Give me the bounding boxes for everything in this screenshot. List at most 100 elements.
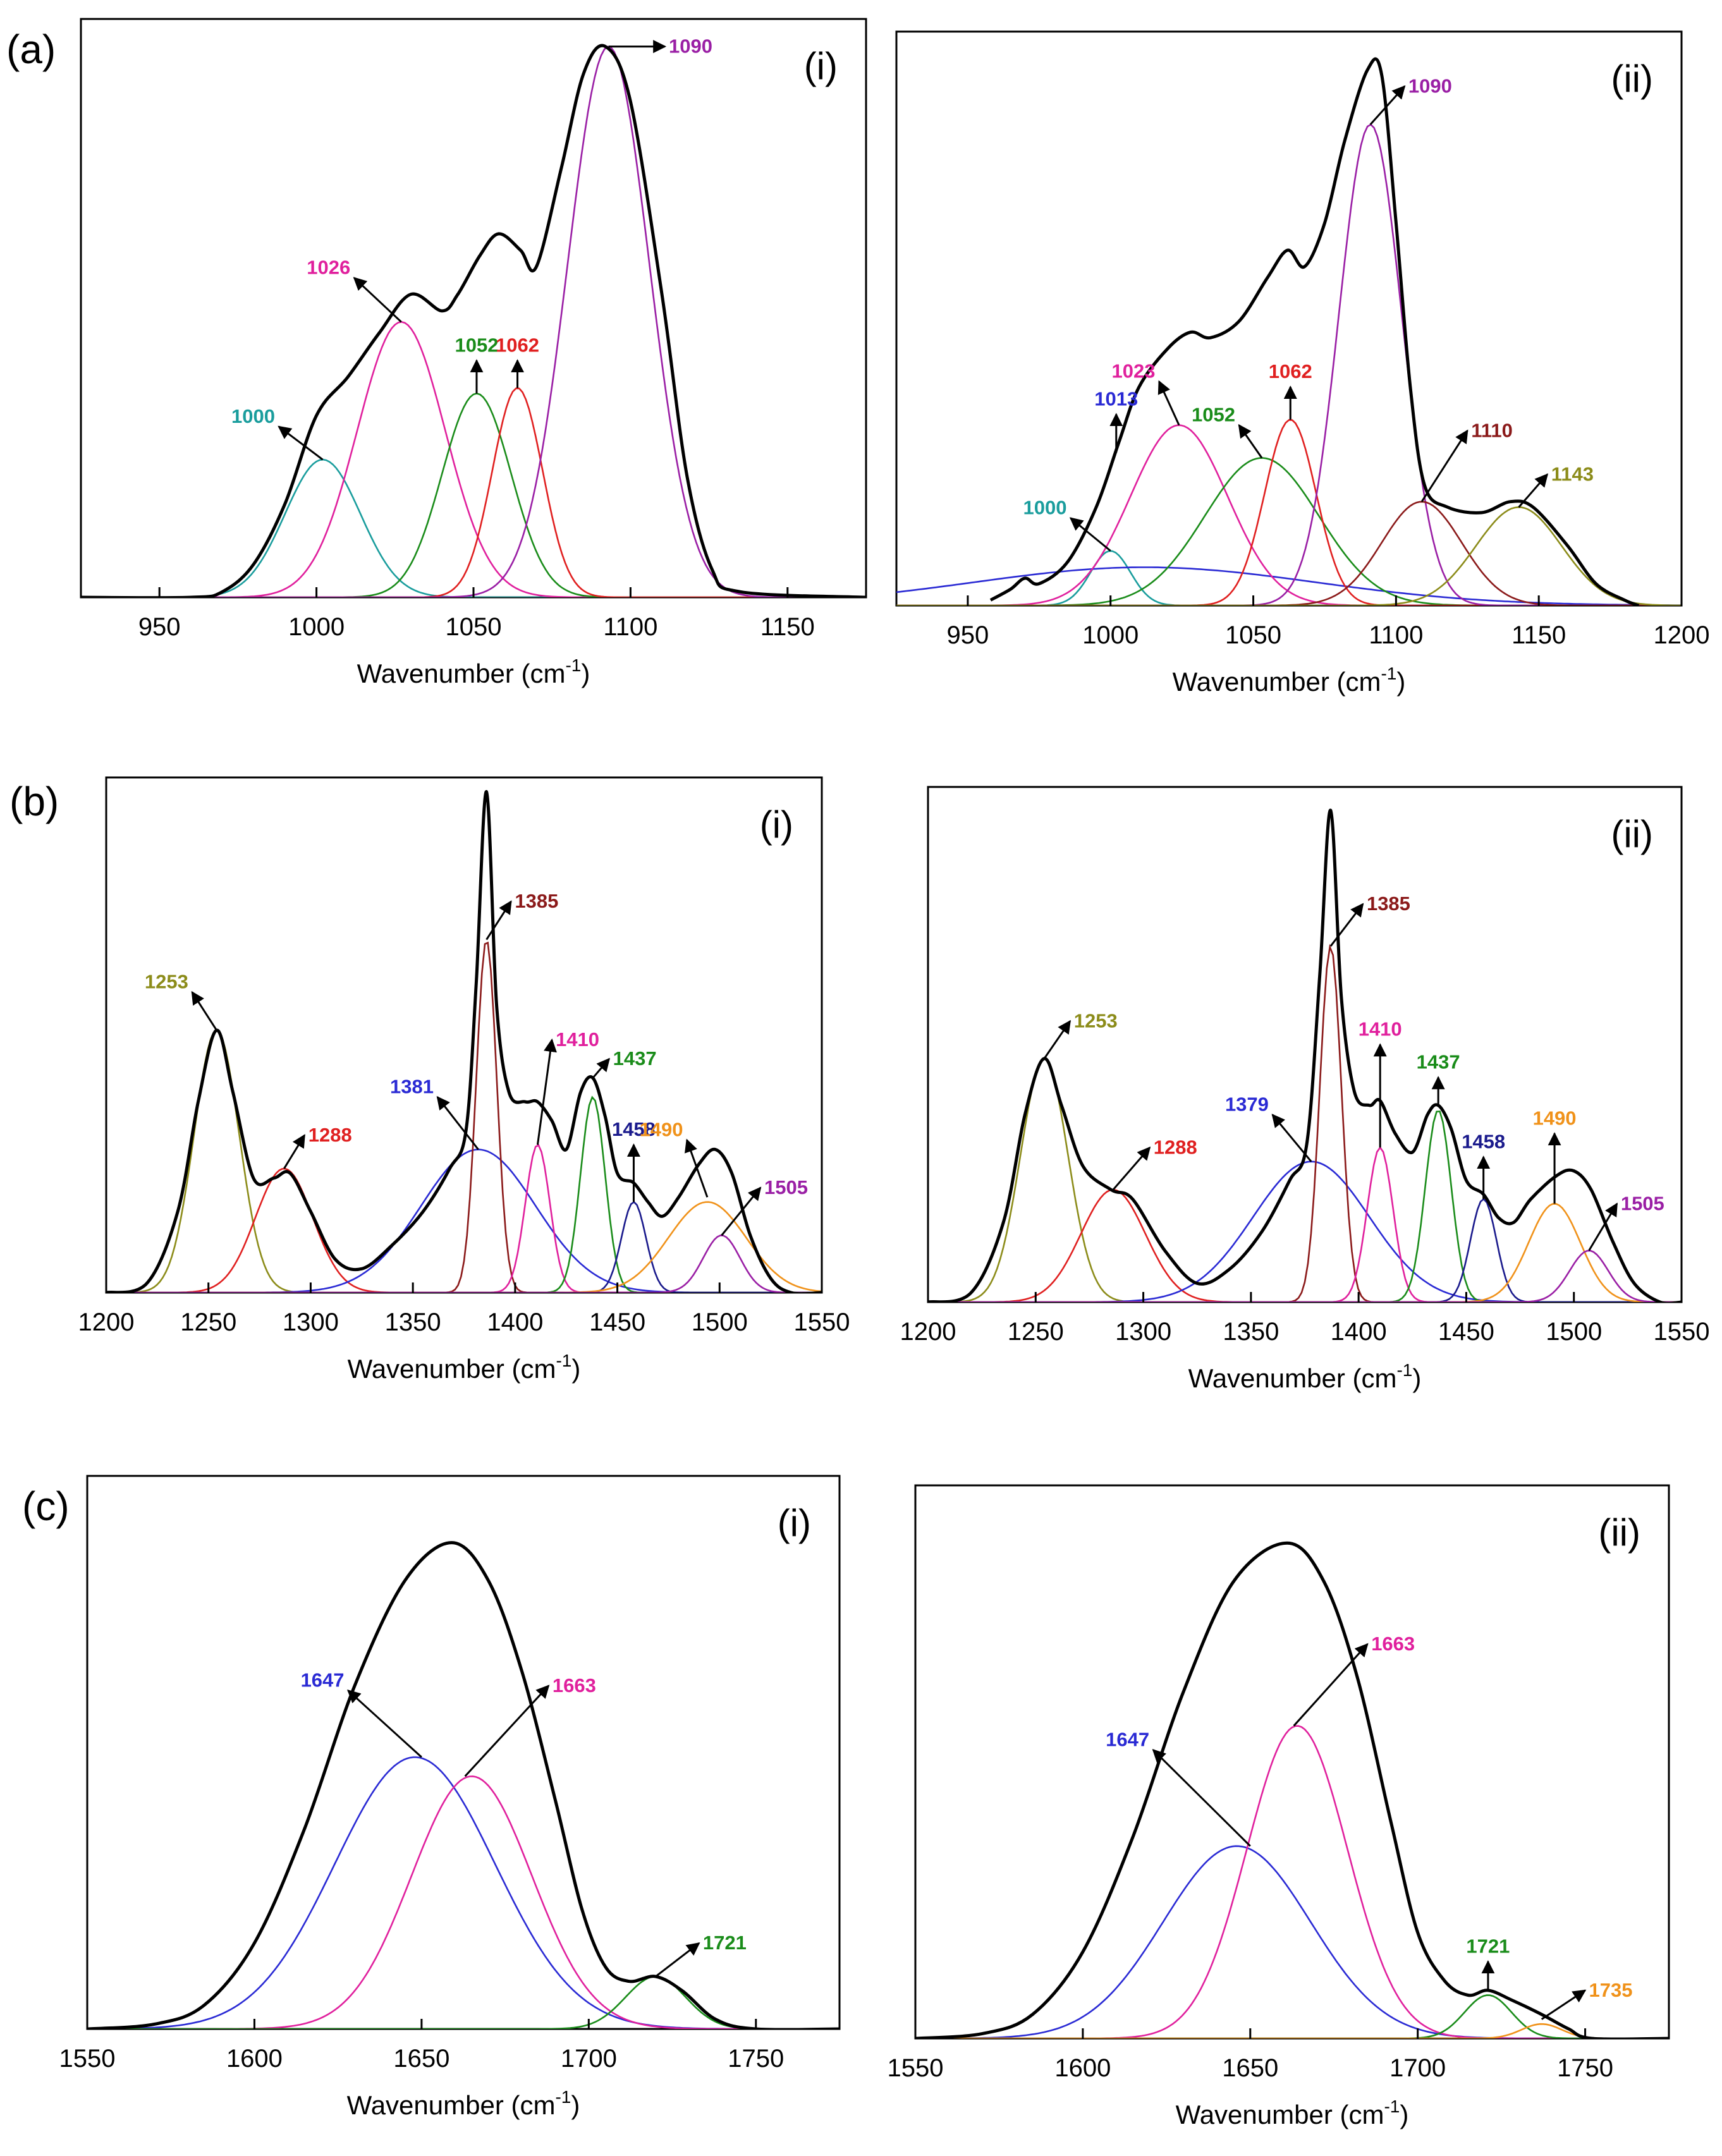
annotation-arrow xyxy=(655,1942,700,1978)
x-tick-label: 1150 xyxy=(760,613,815,641)
envelope-curve xyxy=(915,1541,1669,2038)
peak-label: 1288 xyxy=(1154,1136,1197,1159)
annotation-arrow xyxy=(464,1684,550,1777)
x-tick-label: 1650 xyxy=(1222,2054,1278,2082)
panel-tag: (ii) xyxy=(1611,58,1653,100)
x-axis-label-close: ) xyxy=(1396,667,1405,697)
component-peak-1490 xyxy=(106,1201,822,1293)
x-axis-label-text: Wavenumber (cm xyxy=(1188,1363,1397,1393)
peak-label: 1410 xyxy=(1359,1018,1402,1040)
component-peak-1013 xyxy=(896,566,1682,606)
x-axis-label-sup: -1 xyxy=(1381,664,1396,683)
annotation-arrow xyxy=(536,1038,557,1145)
plot-frame xyxy=(914,1484,1670,2040)
panel-a-ii: (ii) 950 1000 1050 1100 1150 1200 Wavenumber (c… xyxy=(895,30,1709,697)
x-tick-label: 1050 xyxy=(1225,621,1281,649)
x-tick-label: 1300 xyxy=(283,1308,339,1336)
envelope-curve xyxy=(81,44,866,597)
component-peak-1490 xyxy=(928,1203,1682,1302)
peak-label: 1090 xyxy=(669,35,712,58)
plot-area xyxy=(928,808,1682,1302)
peak-label: 1505 xyxy=(764,1176,808,1198)
annotation-arrow xyxy=(1112,1146,1151,1191)
x-axis-label-text: Wavenumber (cm xyxy=(1176,2100,1384,2129)
component-peak-1505 xyxy=(928,1250,1682,1302)
peak-label: 1385 xyxy=(1367,892,1410,915)
x-axis-label: Wavenumber (cm-1) xyxy=(1188,1360,1422,1393)
x-tick-label: 1350 xyxy=(1223,1318,1279,1346)
x-tick-label: 1550 xyxy=(888,2054,944,2082)
x-tick-label: 1200 xyxy=(78,1308,135,1336)
peak-label: 1379 xyxy=(1225,1093,1269,1116)
x-axis-label-sup: -1 xyxy=(555,2087,571,2107)
component-peak-1000 xyxy=(81,458,866,597)
peak-label: 1663 xyxy=(553,1674,596,1696)
panel-b-ii: (ii) 1200 1250 1300 1350 1400 1450 1500 1550 Wave… xyxy=(900,786,1710,1393)
annotation-arrow xyxy=(1157,380,1180,426)
x-tick-label: 1550 xyxy=(1654,1318,1710,1346)
panel-tag: (i) xyxy=(778,1502,811,1544)
annotation-arrow xyxy=(1518,473,1549,508)
annotation-arrow xyxy=(1069,517,1111,552)
x-tick-label: 1100 xyxy=(1369,621,1423,649)
x-tick-label: 1550 xyxy=(59,2045,116,2073)
panel-c-i: (c) (i) 1550 1600 1650 1700 1750 Wavenumber (cm… xyxy=(22,1475,841,2120)
row-label: (c) xyxy=(22,1483,70,1529)
x-tick-label: 1050 xyxy=(446,613,502,641)
x-tick-label: 1300 xyxy=(1115,1318,1171,1346)
x-axis-label-text: Wavenumber (cm xyxy=(357,659,566,688)
x-axis-label-close: ) xyxy=(1400,2100,1408,2129)
component-peak-1735 xyxy=(915,2023,1669,2038)
x-tick-label: 1450 xyxy=(1438,1318,1494,1346)
x-tick-label: 1250 xyxy=(180,1308,236,1336)
x-axis-label-close: ) xyxy=(571,1354,580,1384)
x-tick-label: 1250 xyxy=(1008,1318,1064,1346)
x-axis-label-sup: -1 xyxy=(565,655,581,675)
x-tick-label: 1200 xyxy=(900,1318,956,1346)
peak-label: 1026 xyxy=(307,257,350,279)
x-axis-label: Wavenumber (cm-1) xyxy=(347,2087,580,2120)
panel-tag: (i) xyxy=(760,803,793,846)
peak-label: 1385 xyxy=(515,890,558,912)
peak-label: 1013 xyxy=(1094,387,1138,410)
x-tick-label: 1400 xyxy=(1331,1318,1387,1346)
component-peak-1090 xyxy=(896,123,1682,606)
peak-label: 1663 xyxy=(1371,1633,1415,1655)
peak-label: 1410 xyxy=(556,1028,599,1051)
annotation-arrow xyxy=(1152,1749,1251,1847)
x-tick-label: 1700 xyxy=(1389,2054,1446,2082)
peak-label: 1143 xyxy=(1551,463,1594,485)
peak-label: 1458 xyxy=(612,1118,656,1140)
row-label: (b) xyxy=(9,779,59,824)
x-axis-label: Wavenumber (cm-1) xyxy=(357,655,590,688)
x-axis-label-close: ) xyxy=(581,659,590,688)
envelope-curve xyxy=(928,808,1682,1302)
component-peak-1385 xyxy=(928,944,1682,1302)
panel-tag: (i) xyxy=(804,45,838,87)
x-tick-label: 950 xyxy=(947,621,989,649)
annotation-arrow xyxy=(485,900,512,941)
x-tick-label: 1350 xyxy=(385,1308,441,1336)
panel-c-ii: (ii) 1550 1600 1650 1700 1750 Wavenumber (cm-1… xyxy=(888,1484,1670,2129)
annotation-arrow xyxy=(1271,1114,1312,1162)
component-peak-1023 xyxy=(896,424,1682,606)
peak-label: 1253 xyxy=(1074,1009,1118,1032)
x-axis-label: Wavenumber (cm-1) xyxy=(1176,2097,1409,2129)
envelope-curve xyxy=(989,57,1640,606)
plot-frame xyxy=(927,786,1683,1303)
component-peak-1381 xyxy=(106,1148,822,1293)
component-peak-1505 xyxy=(106,1234,822,1293)
x-axis-label-close: ) xyxy=(1412,1363,1421,1393)
annotation-arrow xyxy=(721,1186,762,1236)
peak-label: 1253 xyxy=(145,971,188,993)
x-axis-label-sup: -1 xyxy=(1384,2097,1400,2116)
peak-label: 1458 xyxy=(1462,1130,1505,1152)
peak-label: 1052 xyxy=(1192,404,1235,426)
x-axis-label-close: ) xyxy=(571,2090,580,2120)
component-peak-1062 xyxy=(81,387,866,597)
x-tick-label: 1700 xyxy=(561,2045,617,2073)
x-tick-label: 1400 xyxy=(487,1308,543,1336)
annotation-arrow xyxy=(1369,85,1406,126)
component-peak-1253 xyxy=(106,1029,822,1293)
peak-label: 1381 xyxy=(390,1076,434,1098)
